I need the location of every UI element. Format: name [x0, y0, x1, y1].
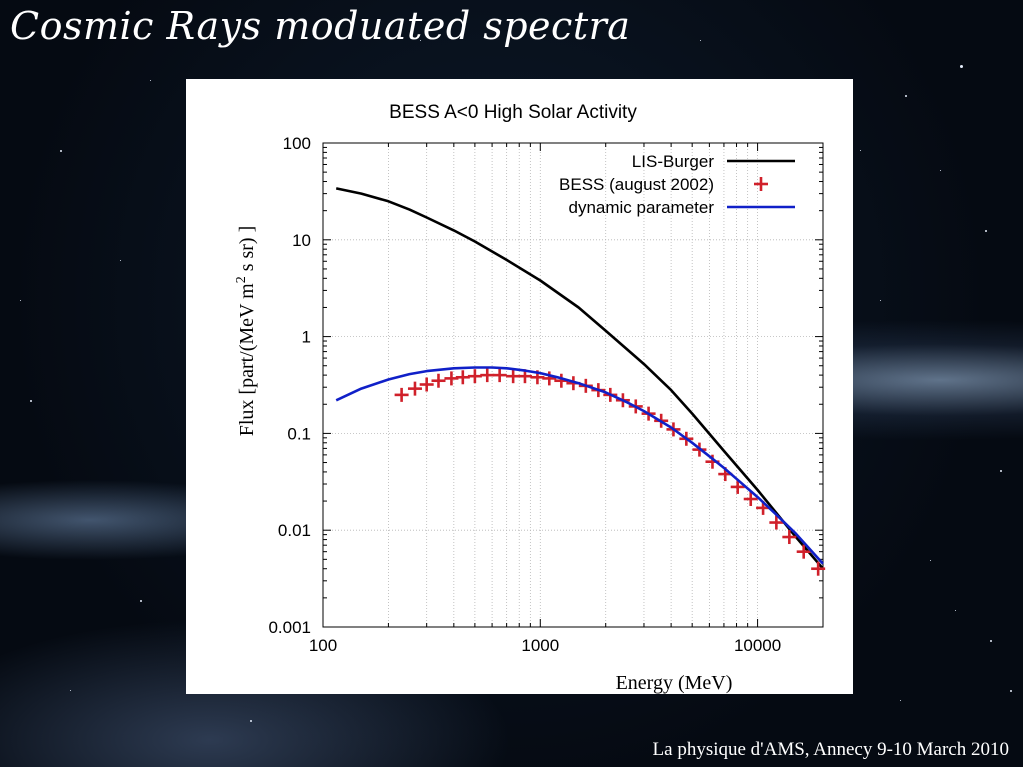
data-point-marker — [743, 492, 758, 507]
background-star — [70, 690, 71, 691]
chart-svg: 100 1000 10000 0.001 0.01 0.1 1 10 100 LIS-Burge… — [234, 102, 826, 694]
x-tick-label: 1000 — [521, 636, 559, 655]
background-star — [1000, 470, 1002, 472]
data-point-marker — [480, 368, 495, 383]
y-tick-label: 1 — [302, 328, 311, 347]
background-star — [955, 610, 956, 611]
slide-title: Cosmic Rays moduated spectra — [10, 4, 631, 48]
x-tick-label: 100 — [309, 636, 337, 655]
series-line — [335, 366, 824, 565]
series-bess-august-2002 — [394, 368, 826, 576]
y-axis-label-sup: 2 — [234, 276, 249, 283]
tick-layer: 100 1000 10000 0.001 0.01 0.1 1 10 100 — [268, 134, 824, 655]
x-axis-label: Energy (MeV) — [616, 672, 733, 694]
data-point-marker — [542, 371, 557, 386]
x-tick-label: 10000 — [734, 636, 781, 655]
data-point-marker — [431, 373, 446, 388]
background-star — [860, 150, 861, 151]
y-tick-label: 0.1 — [287, 424, 311, 443]
data-point-marker — [407, 381, 422, 396]
y-tick-label: 10 — [292, 231, 311, 250]
data-point-marker — [467, 369, 482, 384]
background-star — [420, 40, 421, 41]
legend-label: LIS-Burger — [632, 152, 715, 171]
background-star — [250, 720, 252, 722]
background-star — [150, 80, 151, 81]
background-star — [140, 600, 142, 602]
background-star — [20, 300, 21, 301]
background-star — [985, 230, 987, 232]
chart-title: BESS A<0 High Solar Activity — [389, 102, 637, 123]
y-axis-label: Flux [part/(MeV m2 s sr) ] — [234, 226, 258, 437]
background-star — [1010, 690, 1012, 692]
data-point-marker — [506, 369, 521, 384]
data-point-marker — [492, 368, 507, 383]
legend-label: BESS (august 2002) — [559, 175, 714, 194]
data-point-marker — [730, 479, 745, 494]
data-point-marker — [769, 515, 784, 530]
background-star — [880, 300, 881, 301]
data-point-marker — [796, 544, 811, 559]
chart-panel: 100 1000 10000 0.001 0.01 0.1 1 10 100 LIS-Burge… — [186, 79, 853, 694]
slide-footer: La physique d'AMS, Annecy 9-10 March 201… — [652, 739, 1009, 760]
background-star — [30, 400, 32, 402]
series-lis-burger — [335, 187, 824, 570]
data-point-marker — [455, 370, 470, 385]
background-star — [930, 560, 931, 561]
y-axis-label-rest: s sr) ] — [236, 226, 258, 277]
series-layer — [335, 187, 826, 576]
legend-label: dynamic parameter — [568, 198, 714, 217]
y-tick-label: 0.01 — [278, 521, 311, 540]
data-point-marker — [782, 530, 797, 545]
data-point-marker — [394, 387, 409, 402]
background-star — [900, 700, 901, 701]
series-dynamic-parameter — [335, 366, 824, 565]
y-tick-label: 0.001 — [268, 618, 311, 637]
background-star — [905, 95, 907, 97]
y-tick-label: 100 — [283, 134, 311, 153]
data-point-marker — [811, 561, 826, 576]
background-star — [940, 170, 941, 171]
plot-frame — [322, 142, 824, 628]
background-star — [960, 65, 963, 68]
background-star — [60, 150, 62, 152]
background-star — [990, 640, 992, 642]
background-star — [120, 260, 121, 261]
y-axis-label-main: Flux [part/(MeV m — [236, 283, 258, 436]
data-point-marker — [419, 377, 434, 392]
legend: LIS-Burger BESS (august 2002) dynamic para… — [559, 152, 795, 217]
series-line — [335, 187, 824, 570]
background-star — [700, 40, 701, 41]
grid-layer — [323, 143, 824, 627]
